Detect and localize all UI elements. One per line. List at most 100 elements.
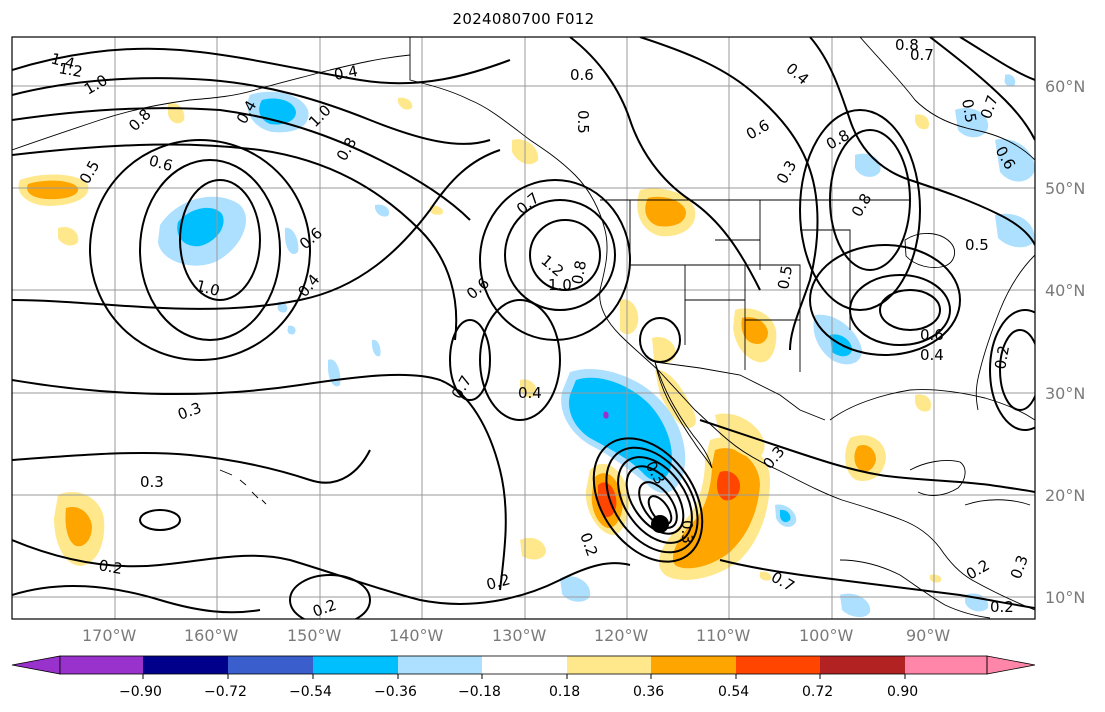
coastline-baja: [654, 361, 713, 469]
contour-label: 0.2: [990, 598, 1014, 616]
contour-label: 1.4: [49, 49, 77, 73]
contour-label: 0.8: [895, 36, 919, 54]
contour-line: [719, 559, 1035, 609]
field-yellow: [58, 226, 79, 246]
contour-label: 1.0: [81, 71, 111, 99]
colorbar-extend-right: [986, 655, 1036, 675]
field-orange: [645, 196, 686, 227]
contour-ring: [479, 299, 561, 421]
contour-label: 0.5: [574, 110, 592, 134]
field-blue: [568, 377, 672, 481]
field-yellow: [655, 369, 696, 428]
field-light-blue: [855, 153, 881, 177]
field-purple: [603, 411, 609, 419]
lat-label: 20°N: [1045, 486, 1086, 505]
contour-label: 0.2: [576, 530, 601, 559]
field-light-blue: [1004, 74, 1016, 87]
contour-ring: [617, 456, 693, 544]
field-orange: [26, 180, 79, 200]
coastline-great-lakes: [904, 233, 956, 268]
contour-line: [12, 373, 507, 591]
contour-label: 0.3: [773, 157, 801, 187]
lat-label: 60°N: [1045, 77, 1086, 96]
plot-frame: [11, 36, 1036, 620]
colorbar-tick-label: −0.90: [119, 684, 162, 700]
contour-line: [639, 37, 819, 351]
colorbar-segment: [820, 656, 905, 674]
field-yellow: [652, 336, 676, 364]
contour-ring: [638, 481, 678, 529]
field-yellow: [915, 394, 932, 412]
field-blue: [780, 509, 791, 523]
contour-lines: [12, 37, 1035, 619]
contour-label: 0.6: [743, 116, 773, 144]
contour-label: 0.4: [782, 59, 812, 88]
contour-line: [959, 37, 1035, 81]
colorbar-outline: [59, 655, 988, 675]
contour-line: [12, 149, 501, 310]
lat-label: 40°N: [1045, 281, 1086, 300]
field-yellow: [398, 97, 413, 110]
contour-label: 0.5: [958, 98, 980, 125]
coastline-yucatan: [909, 459, 966, 496]
contour-ring: [879, 289, 941, 331]
contour-line: [569, 37, 761, 291]
coastline-alaska: [12, 54, 411, 151]
contour-label: 0.5: [965, 236, 989, 254]
coastline-gulf-mexico: [829, 389, 1035, 421]
contour-label: 0.2: [310, 596, 339, 621]
border-states: [629, 200, 851, 372]
contour-label: 0.6: [920, 326, 944, 344]
coastline-east-coast: [975, 254, 1035, 411]
field-red: [716, 470, 740, 501]
lon-label: 90°W: [906, 626, 951, 645]
contour-ring: [139, 509, 181, 531]
contour-line: [12, 107, 471, 221]
colorbar-tick-label: 0.72: [802, 684, 834, 700]
contour-label-group: 1.4 1.2 1.0 0.8 0.6 0.5 0.4 0.4 0.6 0.4 …: [49, 36, 1032, 621]
contour-line: [12, 539, 631, 605]
contour-label: 1.0: [548, 276, 572, 294]
field-yellow: [168, 103, 185, 124]
lon-label: 140°W: [389, 626, 444, 645]
field-light-blue: [328, 359, 341, 387]
contour-line: [12, 584, 261, 614]
field-orange: [854, 444, 876, 472]
colorbar-extend-left: [11, 655, 61, 675]
field-light-blue: [375, 204, 390, 217]
contour-label: 0.8: [823, 126, 853, 154]
contour-ring: [289, 574, 371, 619]
field-yellow: [430, 205, 444, 215]
contour-ring: [809, 244, 961, 356]
contour-ring: [647, 495, 673, 525]
colorbar-tick-label: −0.36: [374, 684, 417, 700]
contour-label: 0.7: [513, 189, 543, 218]
colorbar-segment: [905, 656, 987, 674]
lon-label: 130°W: [492, 626, 547, 645]
contour-ring: [639, 317, 681, 363]
contour-label: 0.4: [333, 62, 360, 84]
contour-ring: [829, 129, 911, 271]
field-yellow: [914, 114, 930, 130]
lat-label: 10°N: [1045, 588, 1086, 607]
contour-line: [929, 37, 1035, 141]
field-yellow: [620, 299, 639, 335]
plot-title: 2024080700 F012: [452, 10, 595, 28]
coastline-cuba: [964, 499, 1031, 506]
contour-ring: [479, 179, 631, 341]
contour-label: 0.2: [963, 556, 993, 584]
field-light-blue: [372, 339, 381, 357]
colorbar-tick-label: −0.54: [289, 684, 332, 700]
contour-ring: [849, 274, 951, 346]
contour-ring: [449, 319, 491, 401]
contour-label: 0.6: [570, 66, 594, 84]
colorbar-segment: [60, 656, 143, 674]
colorbar: [11, 655, 1036, 679]
contour-label: 1.2: [57, 59, 84, 81]
field-yellow: [929, 574, 942, 583]
contour-ring: [989, 309, 1035, 431]
contour-ring: [799, 109, 921, 311]
border-hawaii: [219, 469, 267, 505]
contour-ring: [625, 465, 685, 535]
